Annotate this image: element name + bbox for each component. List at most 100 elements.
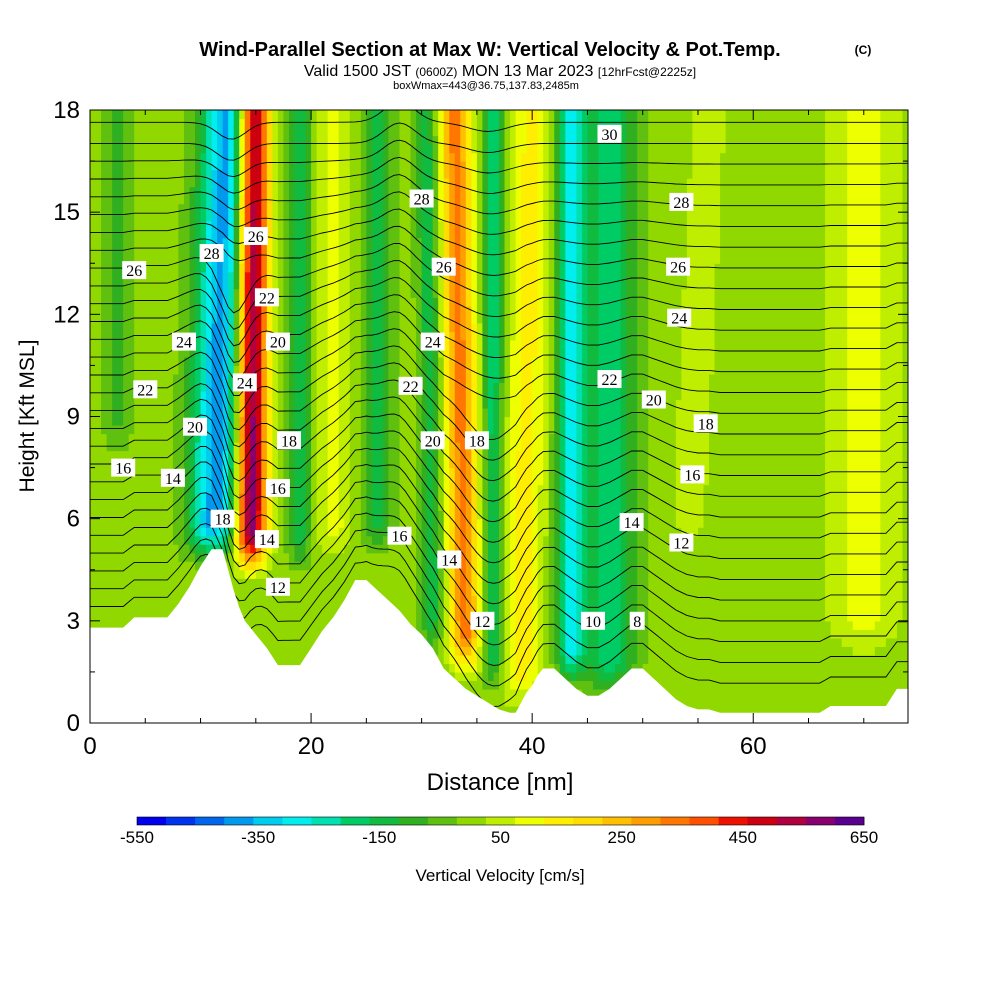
velocity-cell <box>294 135 301 145</box>
velocity-cell <box>117 544 124 554</box>
velocity-cell <box>355 246 362 256</box>
velocity-cell <box>393 510 401 520</box>
velocity-cell <box>377 518 384 528</box>
velocity-cell <box>139 612 146 622</box>
velocity-cell <box>449 620 456 630</box>
velocity-cell <box>443 399 450 409</box>
velocity-cell <box>449 212 456 222</box>
velocity-cell <box>460 544 467 554</box>
velocity-cell <box>189 314 196 324</box>
velocity-cell <box>432 518 439 528</box>
velocity-cell <box>183 263 191 273</box>
velocity-cell <box>117 178 124 188</box>
velocity-cell <box>322 467 329 477</box>
velocity-cell <box>405 110 412 120</box>
velocity-cell <box>106 493 113 503</box>
velocity-cell <box>217 442 224 452</box>
velocity-cell <box>222 263 229 273</box>
velocity-cell <box>377 459 384 469</box>
velocity-cell <box>294 561 301 571</box>
velocity-cell <box>471 569 478 579</box>
velocity-cell <box>195 229 202 239</box>
velocity-cell <box>206 110 213 120</box>
velocity-cell <box>311 459 318 469</box>
velocity-cell <box>139 229 146 239</box>
velocity-cell <box>255 152 262 162</box>
velocity-cell <box>382 365 390 375</box>
velocity-cell <box>311 425 318 435</box>
velocity-cell <box>283 229 290 239</box>
velocity-cell <box>405 186 412 196</box>
velocity-cell <box>255 467 262 477</box>
velocity-cell <box>438 152 445 162</box>
velocity-cell <box>427 586 434 596</box>
velocity-cell <box>322 144 329 154</box>
velocity-cell <box>388 237 395 247</box>
velocity-cell <box>382 493 390 503</box>
velocity-cell <box>112 178 119 188</box>
velocity-cell <box>172 586 180 596</box>
velocity-cell <box>460 425 467 435</box>
velocity-cell <box>272 365 279 375</box>
velocity-cell <box>421 288 428 298</box>
velocity-cell <box>200 186 207 196</box>
velocity-cell <box>344 467 351 477</box>
velocity-cell <box>305 561 312 571</box>
velocity-cell <box>294 280 301 290</box>
velocity-cell <box>427 595 434 605</box>
velocity-cell <box>139 152 146 162</box>
velocity-cell <box>272 561 279 571</box>
velocity-cell <box>156 442 163 452</box>
velocity-cell <box>421 220 428 230</box>
velocity-cell <box>300 237 307 247</box>
velocity-cell <box>338 178 345 188</box>
velocity-cell <box>465 561 472 571</box>
velocity-cell <box>333 161 340 171</box>
velocity-cell <box>112 407 119 418</box>
velocity-cell <box>261 433 268 443</box>
velocity-cell <box>106 348 113 358</box>
velocity-cell <box>150 476 157 486</box>
velocity-cell <box>139 459 146 469</box>
velocity-cell <box>388 144 395 154</box>
velocity-cell <box>161 569 168 579</box>
velocity-cell <box>294 493 301 503</box>
velocity-cell <box>382 399 390 409</box>
velocity-cell <box>272 263 279 273</box>
velocity-cell <box>366 467 373 477</box>
velocity-cell <box>338 288 345 298</box>
velocity-cell <box>344 152 351 162</box>
velocity-cell <box>90 510 97 520</box>
velocity-cell <box>244 161 251 171</box>
velocity-cell <box>250 450 257 460</box>
velocity-cell <box>443 220 450 230</box>
velocity-cell <box>250 493 257 503</box>
velocity-cell <box>371 288 379 298</box>
velocity-cell <box>311 348 318 358</box>
velocity-cell <box>349 356 356 367</box>
velocity-cell <box>338 416 345 426</box>
velocity-cell <box>316 365 323 375</box>
velocity-cell <box>261 629 268 639</box>
velocity-cell <box>101 110 108 120</box>
velocity-cell <box>327 476 334 486</box>
velocity-cell <box>172 254 180 264</box>
velocity-cell <box>266 629 273 639</box>
velocity-cell <box>145 450 152 460</box>
velocity-cell <box>189 467 196 477</box>
velocity-cell <box>206 220 213 230</box>
velocity-cell <box>410 527 417 537</box>
velocity-cell <box>283 127 290 137</box>
velocity-cell <box>399 322 406 332</box>
velocity-cell <box>371 561 379 571</box>
velocity-cell <box>195 382 202 392</box>
velocity-cell <box>261 612 268 622</box>
velocity-cell <box>172 433 180 443</box>
velocity-cell <box>128 127 135 137</box>
velocity-cell <box>117 425 124 435</box>
velocity-cell <box>139 425 146 435</box>
velocity-cell <box>333 399 340 409</box>
velocity-cell <box>371 169 379 179</box>
velocity-cell <box>460 305 467 315</box>
velocity-cell <box>316 501 323 511</box>
